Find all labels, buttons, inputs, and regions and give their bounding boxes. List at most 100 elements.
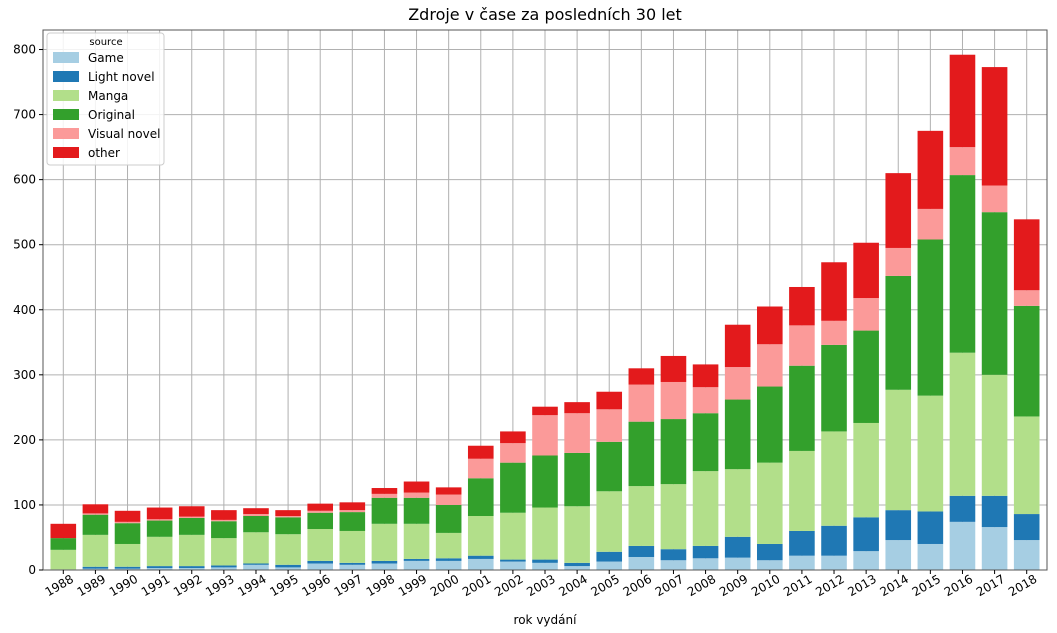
bar-visual-novel-1990 [114,521,141,524]
bar-visual-novel-2009 [724,367,751,400]
x-tick-label: 2014 [878,572,911,599]
bar-manga-2006 [628,486,655,546]
bar-other-1996 [307,503,334,511]
bars [50,54,1040,570]
bar-original-1995 [275,517,301,535]
bar-other-2003 [532,406,558,416]
legend-label-original: Original [88,108,135,122]
bar-manga-1999 [403,523,430,559]
bar-manga-1991 [146,536,173,567]
bar-game-1990 [114,568,141,570]
bar-other-2010 [756,306,783,345]
bar-light-novel-1992 [178,566,205,569]
bar-visual-novel-2002 [500,443,526,463]
bar-game-2009 [724,557,751,570]
chart-title: Zdroje v čase za posledních 30 let [408,5,682,24]
bar-game-1999 [403,560,430,570]
bar-manga-2000 [435,532,462,559]
bar-game-2004 [564,566,590,570]
x-tick-label: 2002 [492,572,525,599]
x-axis: 1988198919901991199219931994199519961997… [43,570,1039,599]
bar-other-1994 [243,508,269,515]
bar-other-2004 [564,402,590,414]
bar-visual-novel-1996 [307,510,334,513]
bar-game-2000 [435,560,462,570]
x-tick-label: 1990 [107,572,140,599]
bar-other-2002 [500,431,526,444]
bar-other-1991 [146,507,173,520]
bar-visual-novel-1989 [82,513,109,515]
bar-other-2006 [628,368,655,385]
bar-light-novel-2013 [853,517,879,552]
legend-label-other: other [88,146,120,160]
x-tick-label: 1999 [396,572,429,599]
bar-visual-novel-2010 [756,344,783,387]
legend-swatch-original [53,109,79,120]
bar-other-1999 [403,481,430,493]
bar-other-2011 [789,286,815,326]
bar-light-novel-2000 [435,558,462,561]
bar-visual-novel-2015 [917,208,944,240]
x-tick-label: 2009 [717,572,750,599]
bar-visual-novel-2012 [821,320,847,345]
bar-light-novel-1991 [146,566,173,569]
bar-visual-novel-1992 [178,516,205,518]
bar-light-novel-2007 [660,549,687,561]
x-tick-label: 2016 [942,572,975,599]
bar-original-2009 [724,399,751,470]
x-tick-label: 2018 [1006,572,1039,599]
x-tick-label: 2000 [428,572,461,599]
bar-manga-1998 [371,523,398,561]
bar-other-2013 [853,242,879,299]
bar-game-2014 [885,540,912,570]
bar-visual-novel-1995 [275,516,301,518]
bar-visual-novel-1993 [211,519,237,522]
bar-manga-2002 [500,512,526,560]
bar-light-novel-2012 [821,525,847,556]
bar-game-2012 [821,555,847,570]
x-tick-label: 2015 [910,572,943,599]
bar-manga-2003 [532,507,558,560]
x-tick-label: 1994 [235,572,268,599]
bar-light-novel-2010 [756,543,783,561]
bar-light-novel-2002 [500,559,526,562]
bar-manga-2014 [885,389,912,511]
bar-other-1995 [275,510,301,516]
bar-light-novel-1994 [243,563,269,565]
bar-game-2001 [467,558,494,570]
bar-game-2011 [789,555,815,570]
legend-label-light-novel: Light novel [88,70,155,84]
bar-light-novel-1997 [339,562,366,565]
x-tick-label: 2010 [749,572,782,599]
bar-visual-novel-2013 [853,298,879,331]
bar-game-2015 [917,543,944,570]
bar-original-1999 [403,497,430,524]
bar-other-2016 [949,54,976,148]
bar-manga-2015 [917,395,944,512]
x-tick-label: 1998 [364,572,397,599]
bar-original-2005 [596,441,623,492]
bar-other-2008 [692,364,719,388]
bar-light-novel-2001 [467,555,494,559]
bar-light-novel-1998 [371,560,398,564]
bar-manga-1997 [339,530,366,563]
bar-light-novel-2008 [692,545,719,559]
bar-light-novel-2006 [628,545,655,557]
bar-visual-novel-2000 [435,494,462,505]
y-tick-label: 200 [13,433,36,447]
bar-manga-2005 [596,491,623,552]
bar-light-novel-2018 [1013,514,1040,541]
x-tick-label: 2007 [653,572,686,599]
x-tick-label: 1988 [43,572,76,599]
bar-game-2013 [853,551,879,570]
bar-other-2000 [435,487,462,495]
bar-manga-1994 [243,532,269,564]
bar-light-novel-1999 [403,558,430,561]
bar-game-2016 [949,521,976,570]
y-tick-label: 100 [13,498,36,512]
bar-visual-novel-2003 [532,415,558,456]
bar-original-1992 [178,517,205,535]
bar-manga-1993 [211,538,237,566]
bar-other-2001 [467,445,494,459]
x-tick-label: 2012 [813,572,846,599]
